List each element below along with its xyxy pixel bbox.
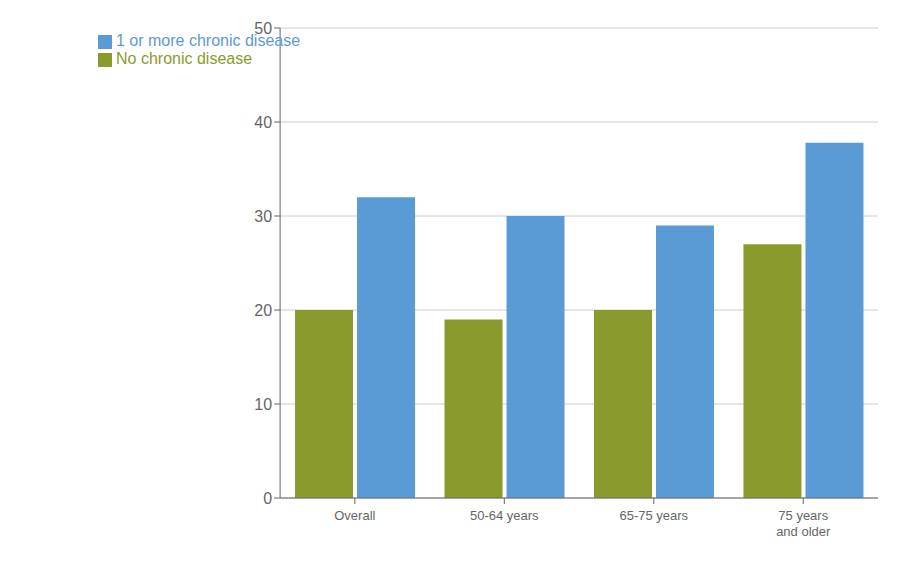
svg-text:40: 40 xyxy=(254,114,272,131)
svg-text:50: 50 xyxy=(254,20,272,37)
svg-text:30: 30 xyxy=(254,208,272,225)
html-text:1 or more chronic disease: 1 or more chronic disease xyxy=(116,32,301,49)
svg-text:10: 10 xyxy=(254,396,272,413)
svg-text:Overall: Overall xyxy=(334,508,375,523)
svg-text:65-75 years: 65-75 years xyxy=(619,508,688,523)
svg-text:75 yearsand older: 75 yearsand older xyxy=(776,508,831,539)
svg-text:50-64 years: 50-64 years xyxy=(470,508,539,523)
svg-text:0: 0 xyxy=(263,490,272,507)
html-text:No chronic disease: No chronic disease xyxy=(116,50,253,67)
svg-text:20: 20 xyxy=(254,302,272,319)
